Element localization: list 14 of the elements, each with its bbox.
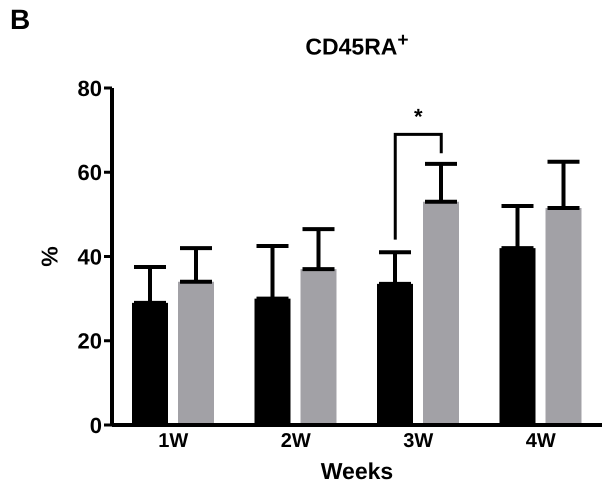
y-tick-label: 40 (78, 244, 102, 270)
chart-title: CD45RA$^{+}$ (304, 30, 410, 61)
text: B (10, 4, 30, 36)
y-tick-label: 0 (90, 412, 102, 438)
annotation: * (412, 104, 424, 130)
y-tick-label: 80 (78, 76, 102, 101)
x-tick-label: 4W (526, 430, 556, 452)
y-tick-label: 20 (78, 328, 102, 354)
y-tick-label: 60 (78, 160, 102, 186)
x-axis-title: Weeks (320, 458, 394, 485)
x-tick-label: 1W (158, 430, 188, 452)
x-tick-label: 3W (403, 430, 434, 452)
y-axis-title: % (36, 244, 64, 268)
x-tick-label: 2W (280, 430, 311, 452)
